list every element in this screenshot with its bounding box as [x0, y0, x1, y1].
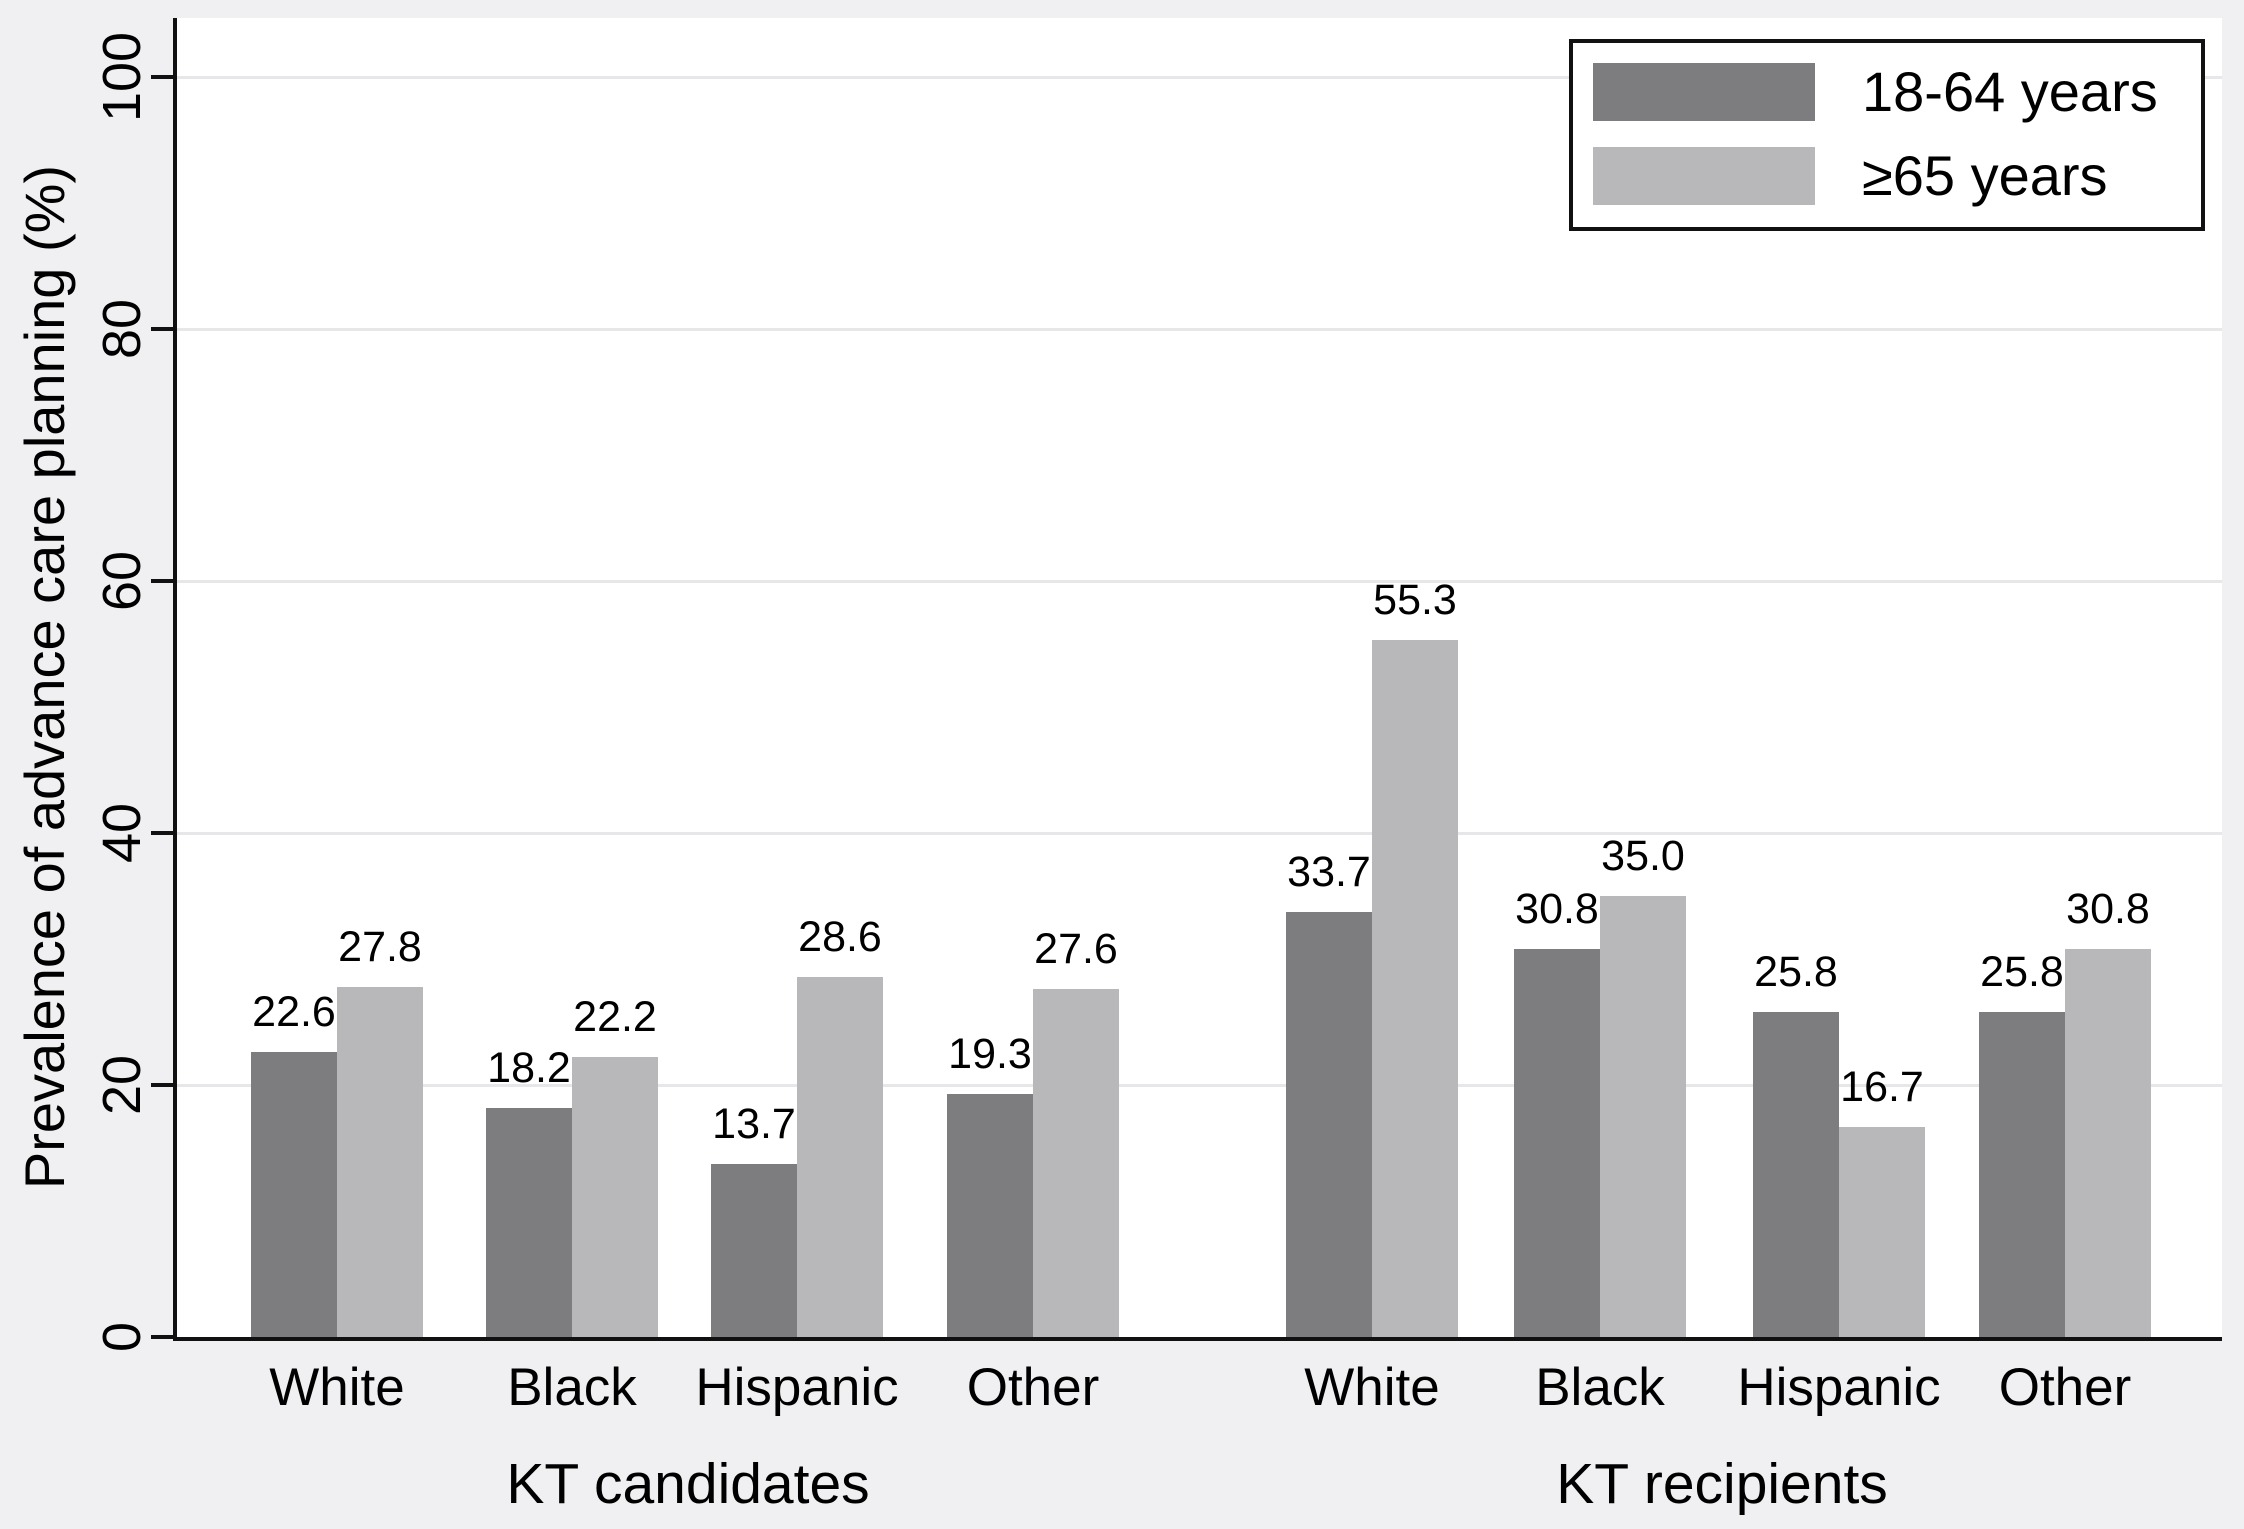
bar-kt-recipients-other-65plus [2065, 949, 2151, 1337]
y-tick-label-20: 20 [92, 1054, 152, 1116]
bar-value-label: 28.6 [798, 913, 882, 961]
gridline-60 [177, 580, 2222, 583]
bar-kt-candidates-white-18-64 [251, 1052, 337, 1337]
y-axis-title: Prevalence of advance care planning (%) [13, 164, 76, 1190]
bar-kt-candidates-other-18-64 [947, 1094, 1033, 1337]
y-tick-60 [151, 579, 173, 583]
bar-value-label: 25.8 [1980, 948, 2064, 996]
bar-kt-candidates-hispanic-18-64 [711, 1164, 797, 1337]
category-label-white: White [269, 1358, 405, 1417]
bar-kt-candidates-hispanic-65plus [797, 977, 883, 1337]
group-label-kt-recipients: KT recipients [1556, 1452, 1888, 1516]
bar-kt-recipients-white-65plus [1372, 640, 1458, 1337]
bar-kt-candidates-black-65plus [572, 1057, 658, 1337]
plot-area: 22.6 27.8 18.2 22.2 13.7 28.6 19.3 27.6 33.7 55.3… [177, 18, 2222, 1337]
y-tick-0 [151, 1335, 173, 1339]
category-label-hispanic: Hispanic [695, 1358, 899, 1417]
legend-swatch-18-64 [1593, 63, 1815, 121]
bar-value-label: 22.6 [252, 988, 336, 1036]
category-label-other: Other [966, 1358, 1100, 1417]
bar-value-label: 30.8 [2066, 885, 2150, 933]
legend-row-65plus: ≥65 years [1593, 147, 2173, 205]
x-axis-line [173, 1337, 2222, 1341]
bar-kt-recipients-hispanic-18-64 [1753, 1012, 1839, 1337]
gridline-100 [177, 76, 2222, 79]
bar-kt-candidates-other-65plus [1033, 989, 1119, 1337]
legend-swatch-65plus [1593, 147, 1815, 205]
y-tick-100 [151, 75, 173, 79]
bar-value-label: 16.7 [1840, 1063, 1924, 1111]
category-label-white: White [1304, 1358, 1440, 1417]
bar-value-label: 55.3 [1373, 576, 1457, 624]
bar-value-label: 35.0 [1601, 832, 1685, 880]
y-tick-80 [151, 327, 173, 331]
bar-kt-recipients-other-18-64 [1979, 1012, 2065, 1337]
y-tick-20 [151, 1083, 173, 1087]
category-label-other: Other [1998, 1358, 2132, 1417]
bar-kt-recipients-black-65plus [1600, 896, 1686, 1337]
bar-value-label: 27.6 [1034, 925, 1118, 973]
y-tick-label-40: 40 [92, 802, 152, 864]
bar-value-label: 13.7 [712, 1100, 796, 1148]
bar-value-label: 33.7 [1287, 848, 1371, 896]
gridline-40 [177, 832, 2222, 835]
y-tick-label-80: 80 [92, 298, 152, 360]
bar-value-label: 25.8 [1754, 948, 1838, 996]
bar-kt-recipients-black-18-64 [1514, 949, 1600, 1337]
bar-kt-recipients-hispanic-65plus [1839, 1127, 1925, 1337]
bar-value-label: 18.2 [487, 1044, 571, 1092]
bar-value-label: 19.3 [948, 1030, 1032, 1078]
category-label-black: Black [507, 1358, 637, 1417]
gridline-20 [177, 1084, 2222, 1087]
bar-kt-candidates-black-18-64 [486, 1108, 572, 1337]
legend-row-18-64: 18-64 years [1593, 63, 2173, 121]
category-label-hispanic: Hispanic [1737, 1358, 1941, 1417]
y-axis-line [173, 18, 177, 1341]
y-tick-label-0: 0 [92, 1321, 152, 1353]
bar-kt-recipients-white-18-64 [1286, 912, 1372, 1337]
bar-value-label: 30.8 [1515, 885, 1599, 933]
legend-box: 18-64 years ≥65 years [1569, 39, 2205, 231]
category-label-black: Black [1535, 1358, 1665, 1417]
bar-value-label: 27.8 [338, 923, 422, 971]
y-tick-40 [151, 831, 173, 835]
legend-label-65plus: ≥65 years [1862, 144, 2108, 207]
bar-value-label: 22.2 [573, 993, 657, 1041]
gridline-80 [177, 328, 2222, 331]
legend-label-18-64: 18-64 years [1862, 60, 2158, 123]
bar-kt-candidates-white-65plus [337, 987, 423, 1337]
y-tick-label-100: 100 [92, 31, 152, 123]
group-label-kt-candidates: KT candidates [506, 1452, 870, 1516]
y-tick-label-60: 60 [92, 550, 152, 612]
